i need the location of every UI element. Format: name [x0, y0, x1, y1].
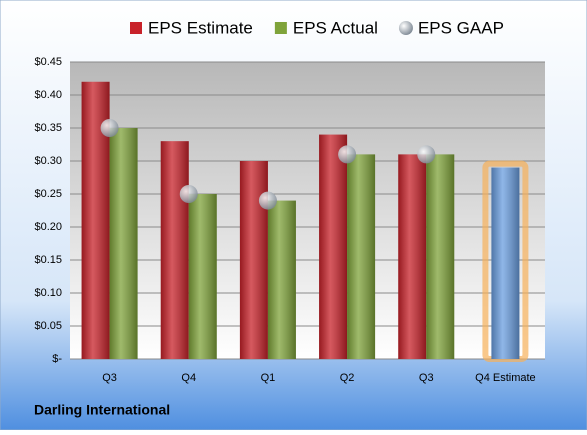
gaap-marker [100, 119, 119, 137]
x-tick-label: Q1 [261, 372, 276, 384]
y-tick-label: $0.45 [34, 56, 62, 68]
y-tick-label: $0.40 [34, 89, 62, 101]
bar-shine [239, 161, 268, 359]
y-tick-label: $0.05 [34, 320, 62, 332]
y-tick-label: $0.25 [34, 188, 62, 200]
legend-label: EPS Actual [293, 18, 378, 37]
gaap-marker [258, 191, 277, 210]
plot-area [70, 62, 545, 359]
bar-shine [398, 154, 427, 359]
y-tick-label: $0.10 [34, 287, 62, 299]
legend-marker [130, 22, 142, 34]
legend-label: EPS GAAP [418, 18, 504, 37]
x-tick-label: Q3 [419, 372, 434, 384]
caption: Darling International [34, 402, 170, 418]
bar-shine [347, 154, 376, 359]
x-tick-label: Q2 [340, 372, 355, 384]
gaap-marker [338, 145, 357, 164]
y-tick-label: $- [52, 353, 62, 365]
y-tick-label: $0.20 [34, 221, 62, 233]
bar-shine [267, 200, 296, 359]
gaap-marker [179, 185, 198, 203]
x-tick-label: Q4 Estimate [475, 372, 536, 384]
bar-shine [319, 134, 348, 359]
legend-label: EPS Estimate [148, 18, 253, 37]
x-tick-label: Q3 [102, 372, 117, 384]
bar-shine [491, 167, 520, 359]
y-tick-label: $0.15 [34, 254, 62, 266]
bar-shine [160, 141, 189, 359]
bar-shine [109, 128, 138, 359]
legend-marker [274, 22, 287, 34]
legend-marker [398, 21, 413, 35]
y-tick-label: $0.35 [34, 122, 62, 134]
y-tick-label: $0.30 [34, 155, 62, 167]
bar-shine [188, 194, 217, 359]
gaap-marker [417, 145, 436, 164]
x-tick-label: Q4 [181, 372, 196, 384]
bar-shine [426, 154, 455, 359]
